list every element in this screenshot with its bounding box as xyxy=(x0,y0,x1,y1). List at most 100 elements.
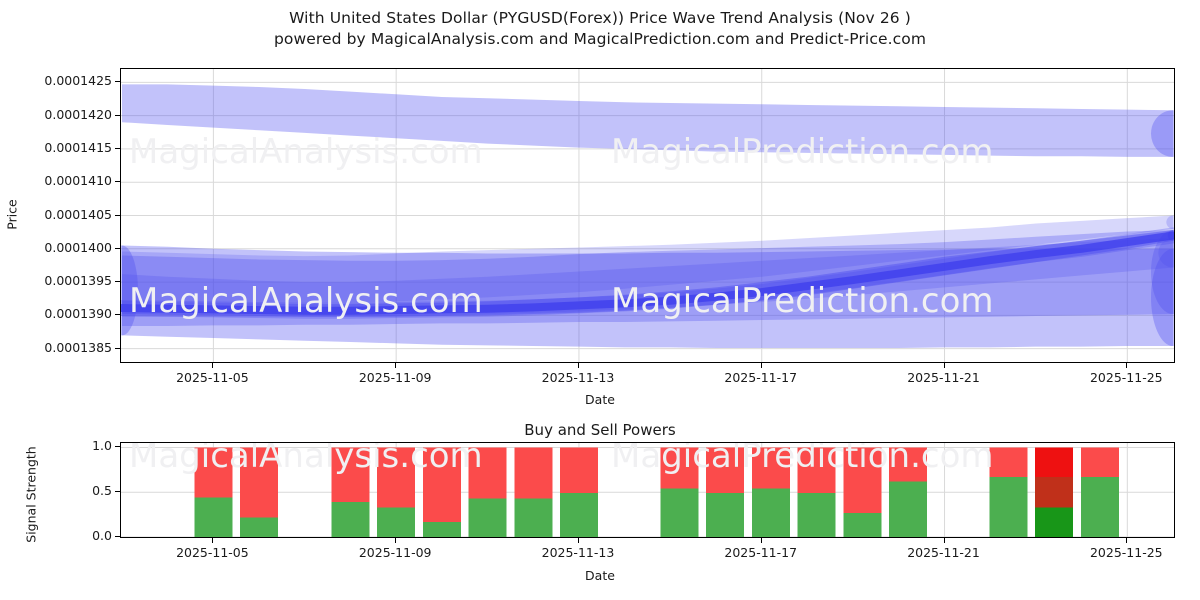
price-band-cap-outer-support-band xyxy=(1151,248,1174,347)
price-band-mid-band-wide xyxy=(122,230,1173,327)
power-bar xyxy=(514,447,553,537)
power-bar xyxy=(843,447,882,537)
buy-power-segment xyxy=(194,497,233,537)
power-bar xyxy=(468,447,507,537)
price-band-mid-band-upper-diag xyxy=(122,215,1173,304)
power-x-tick-mark xyxy=(1126,538,1128,543)
power-x-tick-mark xyxy=(577,538,579,543)
power-bar xyxy=(422,447,461,537)
power-chart-x-axis-label: Date xyxy=(585,568,615,583)
sell-power-segment xyxy=(660,447,699,489)
title-line-1: With United States Dollar (PYGUSD(Forex)… xyxy=(289,9,911,27)
power-x-tick-mark xyxy=(760,538,762,543)
sell-power-segment xyxy=(514,447,553,499)
power-bar xyxy=(1035,447,1074,537)
power-bar xyxy=(888,447,927,537)
power-bar xyxy=(240,447,279,537)
buy-power-segment xyxy=(989,477,1028,537)
buy-power-segment-highlight xyxy=(1035,507,1074,537)
sell-power-segment xyxy=(240,447,279,518)
price-y-tick-mark xyxy=(115,214,120,216)
power-x-tick-label: 2025-11-09 xyxy=(358,545,432,560)
power-bar xyxy=(797,447,836,537)
power-x-tick-label: 2025-11-21 xyxy=(907,545,980,560)
price-y-tick-label: 0.0001425 xyxy=(44,73,112,89)
power-bar xyxy=(660,447,699,537)
buy-power-segment xyxy=(559,493,598,537)
price-y-tick-mark xyxy=(115,347,120,349)
price-core-line xyxy=(121,231,1174,315)
price-band-upper-resistance-band xyxy=(122,84,1173,157)
price-y-tick-label: 0.0001385 xyxy=(44,339,112,355)
buy-power-segment xyxy=(843,512,882,537)
price-x-tick-label: 2025-11-17 xyxy=(724,370,798,385)
sell-power-segment xyxy=(1080,447,1119,478)
price-x-tick-label: 2025-11-13 xyxy=(541,370,615,385)
price-chart-plot-area: MagicalAnalysis.com MagicalPrediction.co… xyxy=(120,68,1175,363)
power-x-tick-label: 2025-11-17 xyxy=(724,545,798,560)
sell-power-segment xyxy=(422,447,461,522)
power-y-tick-label: 0.5 xyxy=(92,483,112,499)
power-bar xyxy=(331,447,370,537)
sell-power-segment xyxy=(559,447,598,494)
power-chart-title: Buy and Sell Powers xyxy=(524,421,676,439)
sell-power-segment xyxy=(797,447,836,494)
price-x-tick-mark xyxy=(1126,363,1128,368)
power-overlap-segment-2 xyxy=(1035,496,1074,508)
power-bar xyxy=(194,447,233,537)
price-x-tick-mark xyxy=(212,363,214,368)
price-y-tick-label: 0.0001410 xyxy=(44,173,112,189)
power-chart-plot-area: MagicalAnalysis.com MagicalPrediction.co… xyxy=(120,442,1175,538)
price-y-tick-mark xyxy=(115,81,120,83)
power-y-tick-label: 1.0 xyxy=(92,438,112,454)
power-y-tick-mark xyxy=(115,536,120,537)
price-y-tick-label: 0.0001420 xyxy=(44,106,112,122)
buy-power-segment xyxy=(751,488,790,537)
power-overlap-segment xyxy=(1035,477,1074,497)
buy-power-segment xyxy=(240,517,279,537)
power-bar xyxy=(559,447,598,537)
buy-power-segment xyxy=(377,507,416,537)
price-y-tick-mark xyxy=(115,314,120,316)
power-x-tick-mark xyxy=(395,538,397,543)
buy-power-segment xyxy=(422,521,461,537)
price-wave-svg xyxy=(121,69,1174,362)
price-band-cap-mid-band-upper-diag xyxy=(1166,215,1174,229)
power-y-tick-mark xyxy=(115,491,120,493)
price-y-tick-mark xyxy=(115,247,120,249)
power-bar xyxy=(377,447,416,537)
title-line-2: powered by MagicalAnalysis.com and Magic… xyxy=(273,30,927,48)
price-band-leftcap-outer-support-band xyxy=(121,245,138,336)
buy-power-segment xyxy=(888,481,927,537)
buy-power-segment xyxy=(1080,477,1119,537)
price-x-tick-mark xyxy=(760,363,762,368)
power-bar xyxy=(989,447,1028,537)
price-chart-x-axis-label: Date xyxy=(585,392,615,407)
price-y-tick-label: 0.0001395 xyxy=(44,273,112,289)
price-x-tick-label: 2025-11-09 xyxy=(358,370,432,385)
sell-power-segment xyxy=(751,447,790,489)
power-x-tick-mark xyxy=(943,538,945,543)
sell-power-segment xyxy=(377,447,416,508)
sell-power-segment xyxy=(194,447,233,498)
power-x-tick-label: 2025-11-05 xyxy=(176,545,249,560)
buy-power-segment xyxy=(514,498,553,537)
buy-power-segment xyxy=(660,488,699,537)
price-y-tick-mark xyxy=(115,147,120,149)
price-y-tick-label: 0.0001390 xyxy=(44,306,112,322)
price-band-cap-mid-band-wide xyxy=(1151,230,1174,315)
buy-sell-power-svg xyxy=(121,443,1174,537)
price-y-tick-label: 0.0001415 xyxy=(44,139,112,155)
power-x-tick-label: 2025-11-13 xyxy=(541,545,615,560)
power-bar xyxy=(1080,447,1119,537)
sell-power-segment xyxy=(706,447,745,494)
buy-power-segment xyxy=(797,493,836,537)
page-title: With United States Dollar (PYGUSD(Forex)… xyxy=(0,8,1200,50)
price-x-tick-label: 2025-11-25 xyxy=(1089,370,1163,385)
price-y-tick-mark xyxy=(115,281,120,283)
buy-power-segment xyxy=(706,493,745,537)
power-x-tick-mark xyxy=(212,538,214,543)
price-y-tick-label: 0.0001400 xyxy=(44,239,112,255)
power-x-tick-label: 2025-11-25 xyxy=(1089,545,1163,560)
